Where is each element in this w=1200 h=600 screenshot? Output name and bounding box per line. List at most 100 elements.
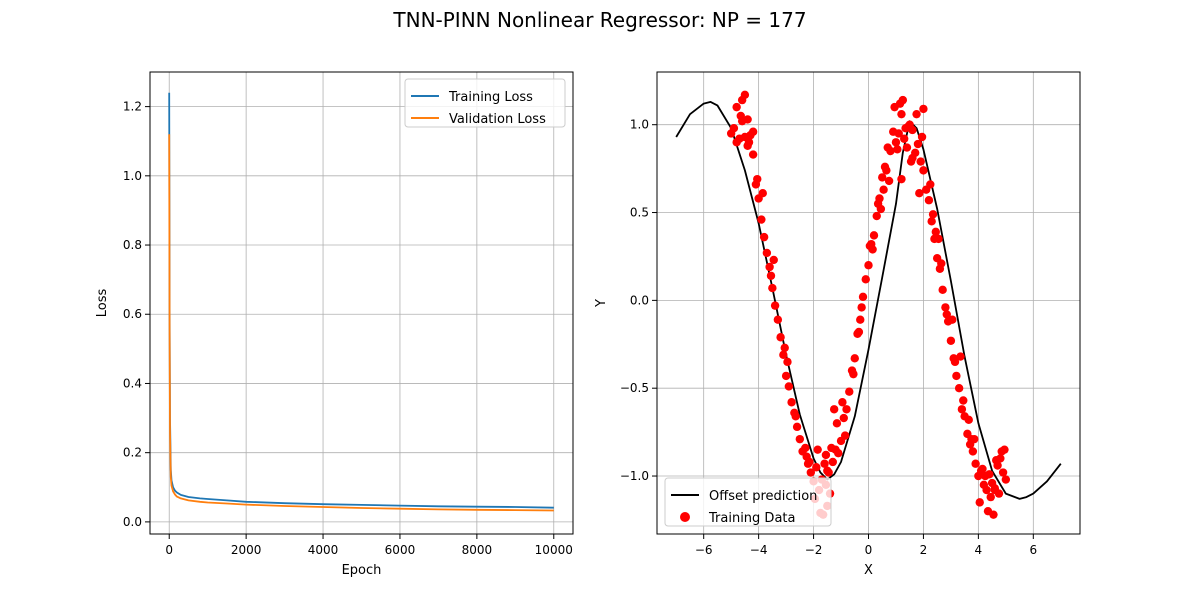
training-data-point: [897, 174, 906, 184]
training-data-point: [770, 301, 780, 310]
training-data-point: [882, 166, 891, 175]
training-data-point: [827, 443, 836, 453]
training-data-point: [975, 498, 984, 507]
training-data-point: [792, 422, 802, 432]
loss-y-tick-label: 1.0: [123, 169, 142, 183]
training-data-point: [845, 387, 854, 396]
training-data-point: [773, 315, 783, 324]
training-data-point: [919, 166, 928, 175]
training-data-point: [839, 413, 848, 423]
fit-legend: Offset prediction Training Data: [664, 477, 832, 527]
training-data-point: [908, 153, 917, 163]
training-data-point: [937, 259, 946, 268]
training-data-point: [959, 396, 968, 405]
training-data-point: [900, 134, 909, 143]
training-data-point: [872, 211, 881, 221]
training-data-point: [829, 405, 839, 414]
training-data-point: [732, 102, 741, 112]
training-data-point: [919, 104, 928, 114]
training-data-point: [948, 315, 957, 324]
training-data-point: [768, 283, 777, 293]
fit-y-tick-label: −0.5: [620, 381, 649, 395]
fit-y-tick-label: −1.0: [620, 469, 649, 483]
loss-subplot: 0 2000 4000 6000 8000 10000 0.0 0.2 0.4 0.6 0.8 1.0…: [95, 71, 574, 578]
training-data-point: [893, 145, 902, 154]
loss-y-tick-label: 0.0: [123, 515, 142, 529]
training-data-point: [858, 292, 868, 302]
training-data-point: [736, 111, 745, 121]
loss-y-tick-label: 1.2: [123, 100, 142, 114]
training-data-point: [894, 129, 903, 138]
training-data-point: [886, 146, 895, 156]
training-data-point: [783, 357, 792, 367]
training-data-point: [897, 109, 906, 119]
training-data-point: [992, 456, 1001, 465]
training-data-point: [928, 210, 938, 219]
training-data-point: [1000, 445, 1009, 454]
training-data-point: [954, 383, 964, 393]
loss-y-tick-label: 0.6: [123, 307, 142, 321]
training-data-point: [912, 109, 921, 119]
training-data-point: [729, 124, 739, 133]
training-data-point: [834, 448, 843, 458]
training-data-point: [849, 369, 858, 379]
training-data-point: [878, 173, 887, 182]
training-data-point: [759, 232, 769, 242]
training-data-point: [884, 176, 894, 186]
training-data-point: [982, 485, 991, 495]
training-data-point: [941, 303, 950, 312]
training-data-point: [765, 262, 774, 272]
fit-y-axis-label: Y: [594, 299, 609, 308]
training-data-point: [824, 468, 833, 477]
training-data-point: [832, 419, 842, 428]
loss-ticks: 0 2000 4000 6000 8000 10000 0.0 0.2 0.4 0.6 0.8 1.0…: [123, 100, 573, 557]
training-data-point: [820, 459, 829, 468]
loss-x-tick-label: 4000: [308, 543, 339, 557]
training-data-point: [876, 204, 886, 214]
training-data-point: [942, 310, 951, 319]
training-data-point: [913, 139, 923, 149]
offset-prediction-line: [675, 101, 1062, 500]
training-data-point: [787, 398, 796, 407]
training-data-point: [762, 248, 772, 258]
fit-series-group: [675, 90, 1062, 519]
training-data-point: [850, 354, 859, 363]
fit-x-tick-label: −6: [695, 543, 713, 557]
training-data-point: [857, 303, 866, 312]
training-data-point: [934, 234, 943, 244]
training-data-point: [971, 459, 980, 468]
training-loss-line: [168, 92, 554, 509]
fit-grid: [657, 72, 1080, 534]
training-data-point: [743, 115, 752, 124]
training-data-point: [990, 485, 1000, 495]
training-data-point: [916, 157, 925, 166]
training-data-point: [840, 431, 850, 440]
training-data-point: [861, 275, 870, 284]
loss-x-tick-label: 8000: [462, 543, 493, 557]
training-data-point: [781, 371, 791, 381]
fit-y-tick-label: 1.0: [630, 118, 649, 132]
training-data-point: [805, 457, 814, 467]
training-data-point: [812, 463, 821, 472]
training-data-point: [931, 227, 940, 237]
fit-x-axis-label: X: [864, 563, 873, 578]
fit-ticks: −6 −4 −2 0 2 4 6 −1.0 −0.5 0.0 0.5 1.0: [620, 118, 1037, 557]
training-data-point: [795, 434, 805, 444]
fit-x-tick-label: 2: [920, 543, 928, 557]
training-data-point: [828, 457, 837, 467]
training-data-point: [856, 315, 865, 324]
fit-x-tick-label: 4: [975, 543, 983, 557]
training-data-point: [813, 445, 822, 454]
training-data-point: [854, 327, 864, 337]
fit-legend-marker: [680, 512, 690, 522]
training-data-point: [753, 174, 762, 184]
training-data-point: [917, 132, 927, 142]
loss-x-axis-label: Epoch: [342, 563, 382, 578]
training-data-point: [864, 261, 873, 270]
training-data-point: [986, 492, 995, 502]
training-data-point: [869, 231, 879, 240]
loss-grid: [150, 72, 573, 534]
training-data-point: [801, 443, 810, 453]
